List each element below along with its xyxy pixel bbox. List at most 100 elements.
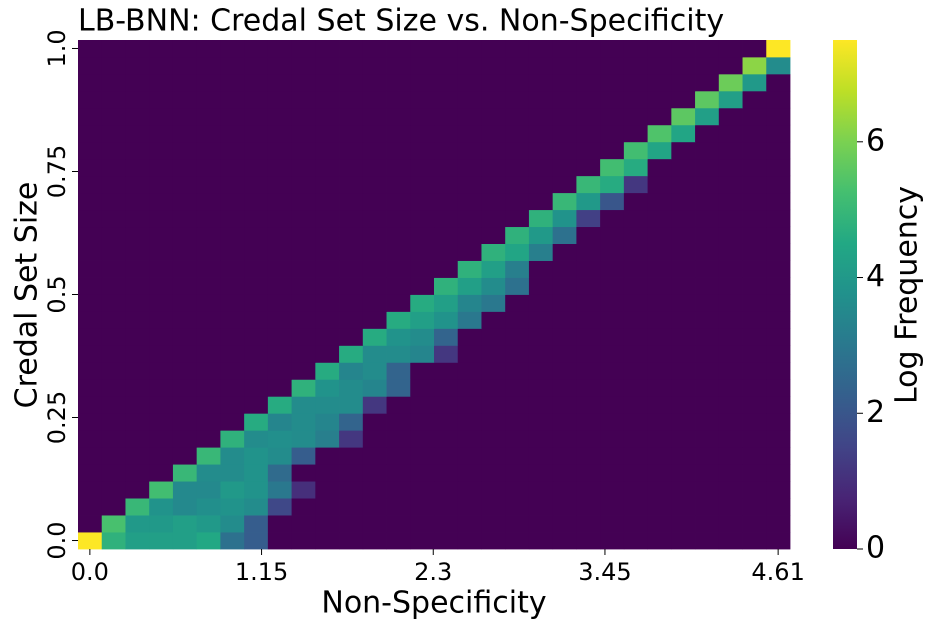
heatmap-cell [623, 209, 648, 228]
heatmap-cell [552, 277, 577, 295]
heatmap-cell [339, 209, 364, 228]
heatmap-cell [623, 192, 648, 211]
heatmap-cell [410, 107, 435, 126]
heatmap-cell [576, 209, 601, 228]
heatmap-cell [457, 362, 482, 380]
heatmap-cell [386, 464, 411, 482]
heatmap-cell [695, 464, 720, 482]
heatmap-cell [386, 396, 411, 414]
heatmap-cell [244, 192, 269, 211]
heatmap-cell [149, 243, 174, 261]
heatmap-cell [125, 40, 150, 58]
heatmap-cell [339, 430, 364, 448]
heatmap-cell [149, 481, 174, 499]
heatmap-cell [362, 260, 387, 278]
heatmap-cell [410, 430, 435, 448]
heatmap-cell [410, 464, 435, 482]
heatmap-cell [766, 294, 791, 312]
heatmap-cell [291, 481, 316, 499]
heatmap-cell [196, 141, 221, 160]
heatmap-cell [362, 226, 387, 244]
heatmap-cell [528, 277, 554, 295]
heatmap-cell [362, 192, 387, 211]
heatmap-cell [505, 90, 530, 109]
heatmap-cell [244, 158, 269, 177]
heatmap-cell [386, 226, 411, 244]
heatmap-cell [623, 498, 648, 516]
heatmap-cell [267, 328, 292, 346]
heatmap-cell [647, 345, 672, 363]
heatmap-cell [291, 226, 316, 244]
heatmap-cell [718, 345, 743, 363]
heatmap-cell [718, 243, 743, 261]
heatmap-cell [671, 209, 696, 228]
heatmap-cell [718, 192, 743, 211]
heatmap-cell [742, 175, 767, 194]
heatmap-cell [434, 40, 459, 58]
heatmap-cell [671, 73, 696, 92]
heatmap-cell [623, 413, 648, 431]
heatmap-cell [339, 447, 364, 465]
heatmap-cell [196, 90, 221, 109]
heatmap-cell [220, 141, 245, 160]
heatmap-cell [647, 226, 672, 244]
heatmap-cell [671, 226, 696, 244]
heatmap-cell [172, 498, 198, 516]
heatmap-cell [576, 447, 601, 465]
heatmap-cell [196, 430, 221, 448]
heatmap-cell [766, 141, 791, 160]
heatmap-cell [481, 40, 506, 58]
heatmap-cell [172, 379, 198, 397]
heatmap-cell [315, 124, 340, 143]
heatmap-cell [695, 413, 720, 431]
heatmap-cell [172, 413, 198, 431]
heatmap-cell [244, 515, 269, 533]
heatmap-cell [457, 328, 482, 346]
heatmap-cell [196, 447, 221, 465]
heatmap-cell [362, 515, 387, 533]
heatmap-cell [386, 260, 411, 278]
heatmap-cell [410, 362, 435, 380]
heatmap-cell [718, 379, 743, 397]
heatmap-cell [149, 413, 174, 431]
heatmap-cell [267, 430, 292, 448]
heatmap-cell [623, 481, 648, 499]
heatmap-cell [600, 498, 625, 516]
heatmap-cell [742, 447, 767, 465]
heatmap-cell [386, 73, 411, 92]
heatmap-cell [552, 515, 577, 533]
heatmap-cell [101, 175, 126, 194]
heatmap-cell [742, 345, 767, 363]
heatmap-cell [434, 447, 459, 465]
heatmap-cell [220, 90, 245, 109]
heatmap-cell [125, 107, 150, 126]
heatmap-cell [244, 277, 269, 295]
heatmap-cell [505, 311, 530, 329]
heatmap-cell [552, 413, 577, 431]
heatmap-cell [315, 226, 340, 244]
heatmap-cell [315, 498, 340, 516]
heatmap-cell [125, 413, 150, 431]
heatmap-cell [766, 396, 791, 414]
heatmap-cell [196, 158, 221, 177]
heatmap-cell [362, 56, 387, 75]
heatmap-cell [196, 464, 221, 482]
heatmap-cell [481, 481, 506, 499]
heatmap-cell [457, 243, 482, 261]
heatmap-cell [220, 175, 245, 194]
heatmap-cell [766, 40, 791, 58]
heatmap-cell [362, 464, 387, 482]
heatmap-cell [125, 532, 150, 550]
heatmap-cell [386, 515, 411, 533]
heatmap-cell [149, 328, 174, 346]
heatmap-cell [600, 396, 625, 414]
x-tick-label: 0.0 [71, 558, 109, 586]
heatmap-cell [576, 90, 601, 109]
heatmap-cell [244, 362, 269, 380]
heatmap-cell [600, 260, 625, 278]
heatmap-cell [742, 396, 767, 414]
heatmap-cell [718, 209, 743, 228]
heatmap-cell [244, 243, 269, 261]
heatmap-cell [267, 141, 292, 160]
heatmap-cell [267, 396, 292, 414]
